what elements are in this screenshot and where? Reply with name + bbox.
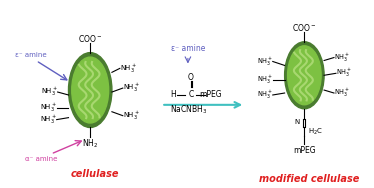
Text: C: C — [188, 90, 193, 99]
Text: COO$^-$: COO$^-$ — [78, 33, 102, 44]
Text: NH$_3^+$: NH$_3^+$ — [334, 87, 350, 99]
Text: NH$_3^+$: NH$_3^+$ — [257, 89, 273, 101]
Text: NH$_3^+$: NH$_3^+$ — [334, 51, 350, 64]
Text: cellulase: cellulase — [71, 169, 119, 179]
Ellipse shape — [72, 57, 109, 123]
Text: H: H — [170, 90, 176, 99]
Text: ε⁻ amine: ε⁻ amine — [171, 44, 205, 53]
Text: NH$_3^+$: NH$_3^+$ — [336, 67, 352, 80]
Text: NH$_2$: NH$_2$ — [82, 137, 98, 149]
Text: NH$_3^+$: NH$_3^+$ — [40, 102, 56, 114]
Text: O: O — [188, 73, 194, 82]
Text: mPEG: mPEG — [293, 146, 316, 155]
Text: ε⁻ amine: ε⁻ amine — [15, 52, 47, 58]
Ellipse shape — [68, 53, 112, 127]
Text: NH$_3^+$: NH$_3^+$ — [257, 74, 273, 86]
Text: NH$_3^+$: NH$_3^+$ — [123, 82, 140, 94]
Text: modified cellulase: modified cellulase — [259, 174, 359, 184]
Ellipse shape — [285, 42, 324, 109]
Text: N: N — [294, 119, 300, 125]
Text: α⁻ amine: α⁻ amine — [25, 156, 57, 162]
Ellipse shape — [288, 46, 321, 105]
Text: NH$_3^+$: NH$_3^+$ — [40, 114, 56, 126]
Text: NH$_3^+$: NH$_3^+$ — [120, 62, 137, 74]
Text: NH$_3^+$: NH$_3^+$ — [257, 55, 273, 68]
Text: mPEG: mPEG — [199, 90, 222, 99]
Text: H$_2$C: H$_2$C — [308, 126, 324, 136]
Text: NH$_3^+$: NH$_3^+$ — [41, 86, 58, 98]
Text: COO$^-$: COO$^-$ — [292, 23, 316, 33]
Text: NaCNBH$_3$: NaCNBH$_3$ — [170, 104, 208, 116]
Text: NH$_3^+$: NH$_3^+$ — [123, 110, 140, 122]
